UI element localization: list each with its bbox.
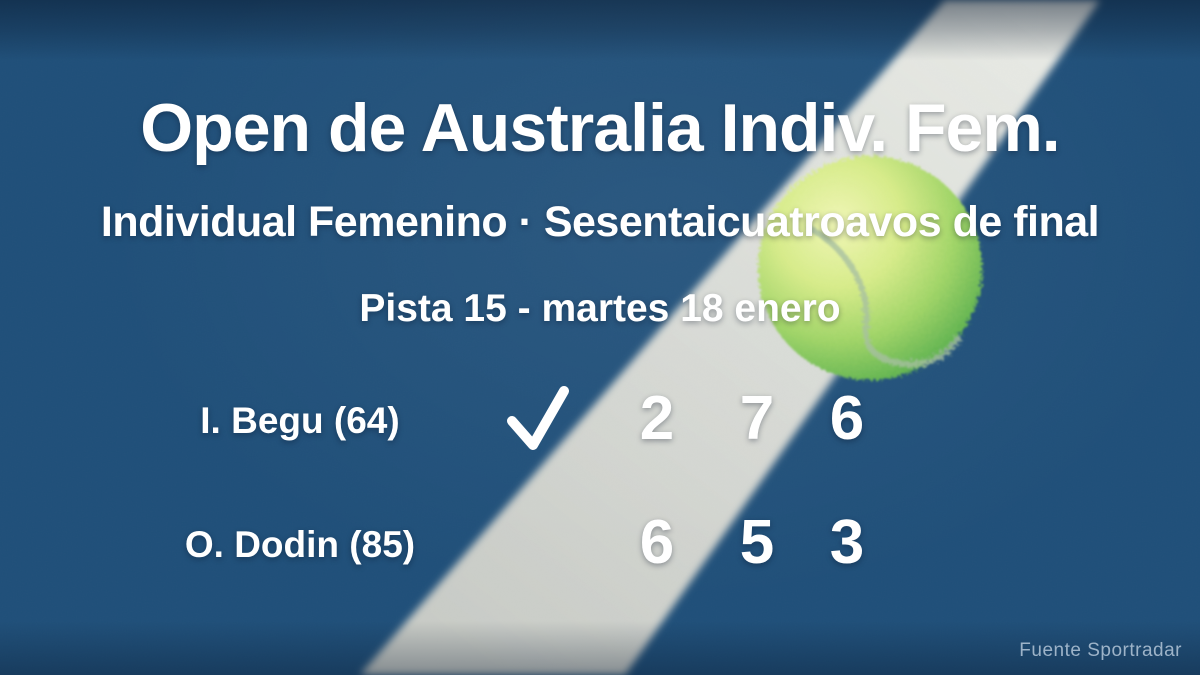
set-score: 5	[739, 508, 775, 577]
page-title: Open de Australia Indiv. Fem.	[140, 89, 1060, 166]
player-row: O. Dodin (85) 6 5 3	[0, 509, 1200, 579]
set-score: 6	[829, 384, 865, 453]
court-and-date: Pista 15 - martes 18 enero	[359, 287, 841, 330]
set-score: 7	[739, 384, 775, 453]
check-icon	[507, 386, 569, 450]
player-row: I. Begu (64) 2 7 6	[0, 385, 1200, 455]
set-score: 6	[639, 508, 675, 577]
player-name: I. Begu (64)	[200, 400, 400, 441]
set-score: 3	[829, 508, 865, 577]
player-name: O. Dodin (85)	[184, 524, 416, 565]
round-subtitle: Individual Femenino · Sesentaicuatroavos…	[100, 198, 1100, 246]
set-score: 2	[639, 384, 675, 453]
source-attribution: Fuente Sportradar	[1019, 640, 1182, 661]
